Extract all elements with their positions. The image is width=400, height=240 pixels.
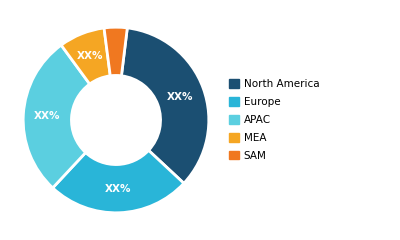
Text: XX%: XX% bbox=[77, 51, 104, 61]
Wedge shape bbox=[61, 28, 110, 84]
Text: XX%: XX% bbox=[105, 184, 132, 194]
Wedge shape bbox=[23, 45, 90, 188]
Wedge shape bbox=[104, 27, 127, 76]
Wedge shape bbox=[122, 28, 209, 183]
Legend: North America, Europe, APAC, MEA, SAM: North America, Europe, APAC, MEA, SAM bbox=[229, 79, 320, 161]
Text: XX%: XX% bbox=[167, 91, 194, 102]
Text: XX%: XX% bbox=[34, 111, 61, 121]
Wedge shape bbox=[53, 150, 184, 213]
